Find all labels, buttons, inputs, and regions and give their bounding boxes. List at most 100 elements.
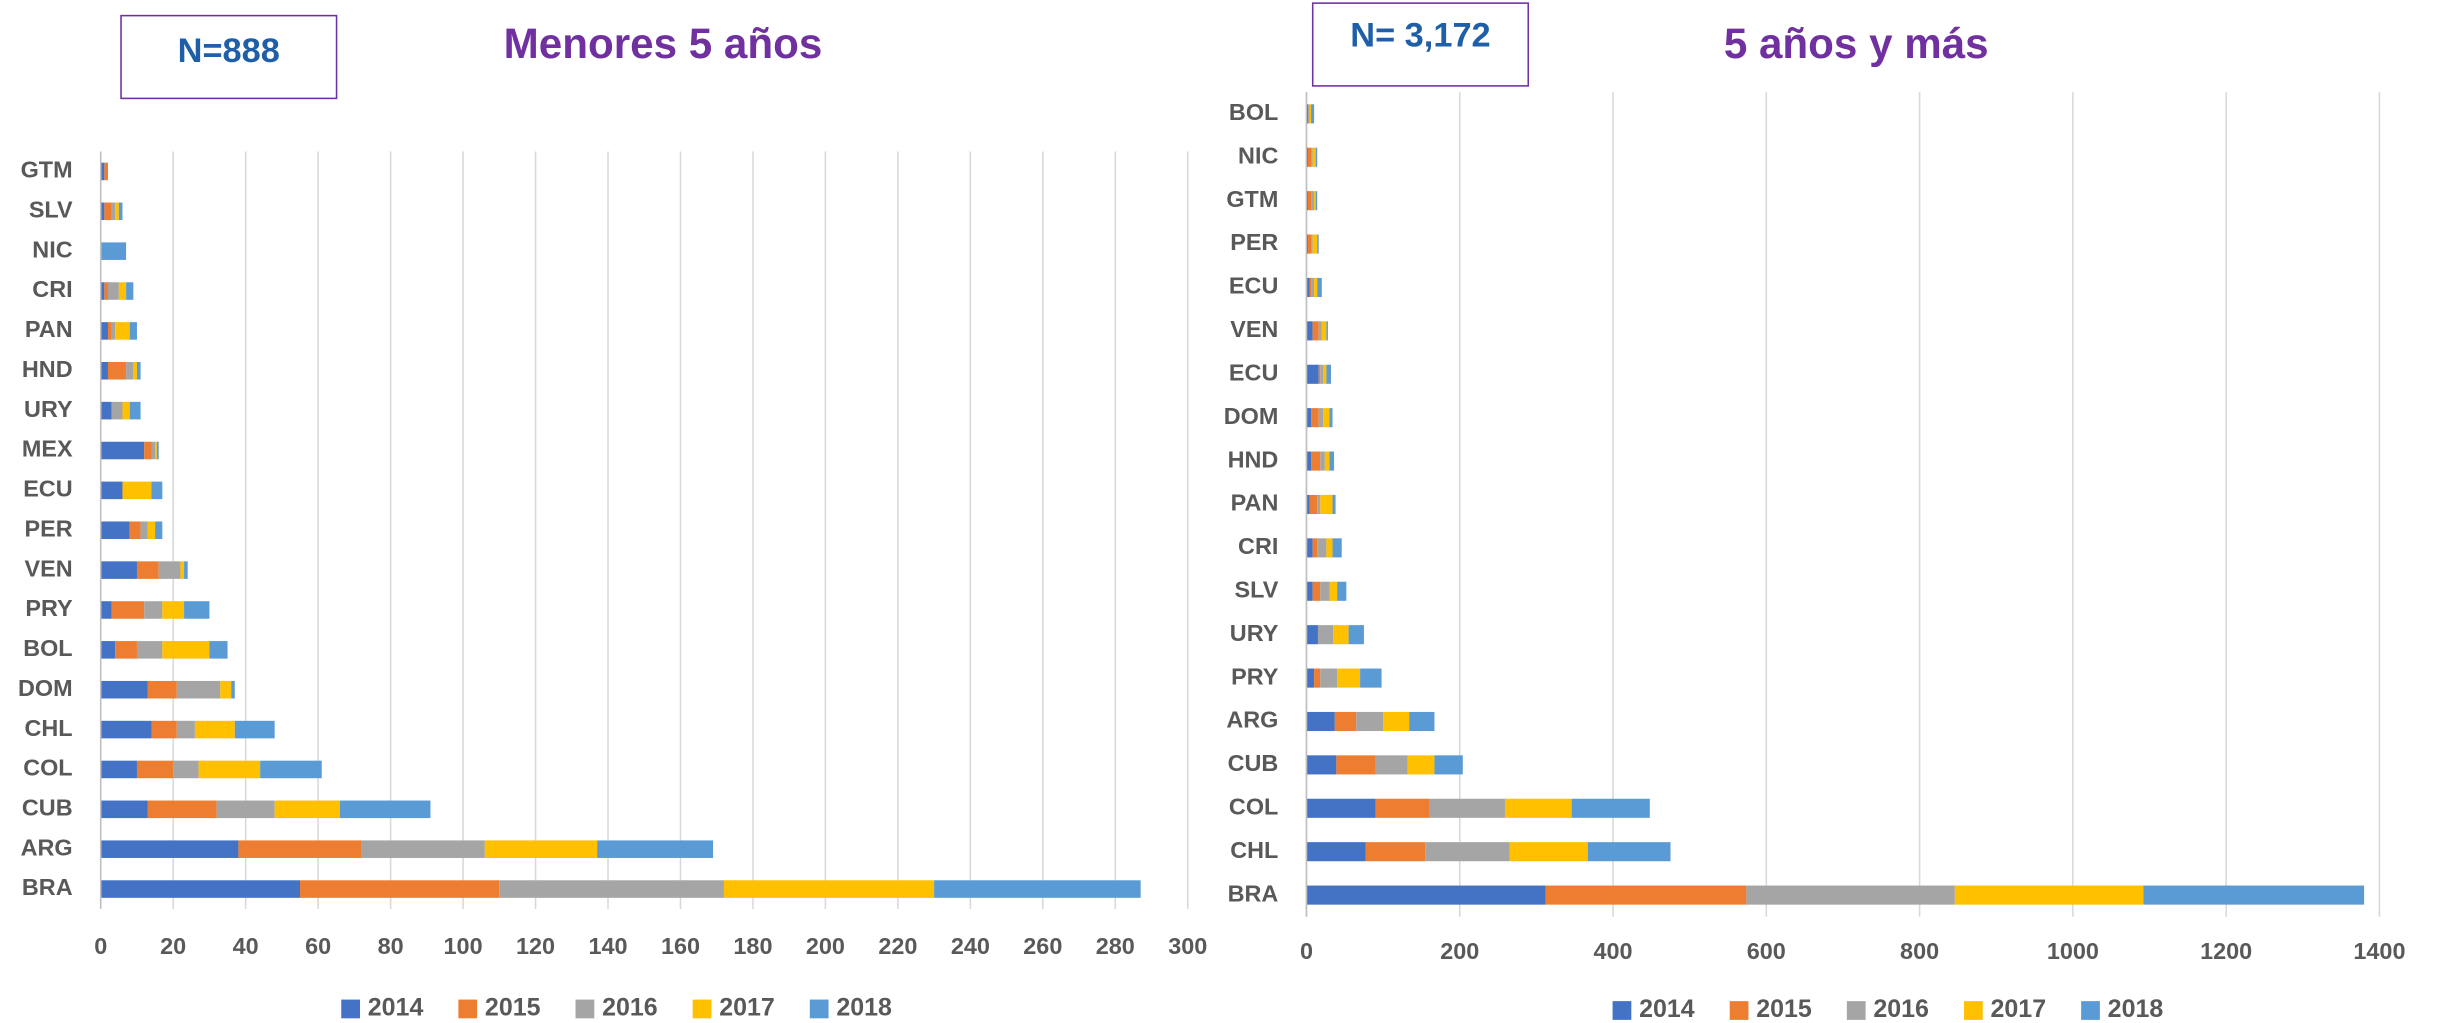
x-tick-label: 200 bbox=[806, 933, 845, 959]
bar-segment bbox=[100, 880, 301, 898]
y-tick-label: CRI bbox=[32, 276, 72, 302]
bar-segment bbox=[151, 481, 163, 500]
annotation-box bbox=[120, 14, 338, 100]
bar-segment bbox=[100, 322, 108, 340]
bar-segment bbox=[597, 840, 714, 858]
bar-segment bbox=[1587, 842, 1671, 862]
legend-label: 2015 bbox=[1756, 995, 1812, 1023]
bar-segment bbox=[1318, 321, 1322, 341]
bar-segment bbox=[198, 760, 261, 779]
bar-segment bbox=[339, 800, 431, 819]
bar-segment bbox=[1332, 494, 1336, 515]
bar-segment bbox=[1504, 798, 1572, 818]
x-tick-label: 120 bbox=[516, 933, 555, 959]
bar-segment bbox=[147, 521, 156, 540]
bar-segment bbox=[1306, 277, 1310, 298]
bar-segment bbox=[723, 880, 935, 898]
bar-segment bbox=[155, 521, 163, 540]
y-tick-label: HND bbox=[22, 356, 73, 382]
bar-segment bbox=[216, 800, 275, 819]
y-tick-label: PRY bbox=[1231, 663, 1279, 689]
y-tick-label: COL bbox=[1229, 793, 1278, 819]
bar-segment bbox=[1323, 364, 1327, 384]
bar-segment bbox=[1326, 364, 1331, 384]
bar-segment bbox=[100, 162, 105, 181]
bar-segment bbox=[1317, 277, 1322, 298]
bar-segment bbox=[1307, 104, 1310, 124]
bar-segment bbox=[100, 840, 239, 858]
bar-segment bbox=[136, 561, 159, 579]
legend-label: 2015 bbox=[485, 994, 541, 1022]
y-tick-label: MEX bbox=[22, 436, 73, 462]
bar-segment bbox=[1317, 234, 1319, 254]
bar-segment bbox=[1337, 668, 1361, 688]
y-tick-label: SLV bbox=[29, 196, 73, 222]
x-tick-label: 100 bbox=[444, 933, 483, 959]
bar-segment bbox=[1317, 494, 1321, 515]
bar-segment bbox=[1307, 147, 1312, 167]
y-tick-label: COL bbox=[23, 755, 72, 781]
x-tick-label: 0 bbox=[1300, 938, 1313, 964]
y-tick-label: CUB bbox=[22, 795, 73, 821]
x-tick-label: 300 bbox=[1168, 933, 1207, 959]
y-tick-label: ARG bbox=[21, 834, 73, 860]
bar-segment bbox=[136, 641, 163, 659]
bar-segment bbox=[100, 242, 127, 260]
bar-segment bbox=[1509, 842, 1588, 862]
y-tick-label: ARG bbox=[1226, 707, 1278, 733]
annotation: N= 3,172 bbox=[1350, 17, 1490, 55]
y-tick-label: BOL bbox=[23, 635, 72, 661]
x-tick-label: 40 bbox=[233, 933, 259, 959]
bar-segment bbox=[1545, 885, 1747, 905]
bar-segment bbox=[147, 800, 217, 819]
bar-segment bbox=[107, 282, 119, 300]
bar-segment bbox=[1306, 755, 1337, 775]
bar-segment bbox=[115, 202, 119, 221]
bar-segment bbox=[1306, 408, 1312, 428]
bar-segment bbox=[1311, 234, 1313, 254]
bar-segment bbox=[194, 720, 235, 739]
x-tick-label: 220 bbox=[878, 933, 917, 959]
bar-segment bbox=[147, 680, 177, 699]
bar-segment bbox=[1312, 321, 1319, 341]
bar-segment bbox=[1311, 451, 1321, 471]
y-tick-label: VEN bbox=[24, 555, 72, 581]
bar-segment bbox=[1329, 408, 1333, 428]
bar-segment bbox=[1309, 494, 1318, 515]
bar-segment bbox=[1311, 191, 1315, 211]
bar-segment bbox=[100, 680, 148, 699]
bar-segment bbox=[122, 481, 152, 500]
x-tick-label: 80 bbox=[378, 933, 404, 959]
bar-segment bbox=[122, 401, 130, 420]
bar-segment bbox=[111, 601, 145, 619]
legend-swatch bbox=[809, 999, 829, 1019]
bar-segment bbox=[100, 720, 152, 739]
bar-segment bbox=[1329, 451, 1335, 471]
bar-segment bbox=[1434, 755, 1463, 775]
x-tick-label: 400 bbox=[1593, 938, 1632, 964]
y-tick-label: DOM bbox=[1224, 403, 1279, 429]
bar-segment bbox=[1306, 711, 1335, 732]
bar-segment bbox=[100, 361, 108, 380]
x-tick-label: 180 bbox=[733, 933, 772, 959]
bar-segment bbox=[1375, 798, 1430, 818]
bar-segment bbox=[1311, 104, 1315, 124]
bar-segment bbox=[300, 880, 500, 898]
y-tick-label: PAN bbox=[1231, 490, 1279, 516]
bar-segment bbox=[129, 521, 141, 540]
x-tick-label: 160 bbox=[661, 933, 700, 959]
bar-segment bbox=[1337, 581, 1347, 601]
y-tick-label: ECU bbox=[23, 476, 72, 502]
legend-swatch bbox=[692, 999, 712, 1019]
y-tick-label: BRA bbox=[22, 874, 73, 900]
bar-segment bbox=[1312, 234, 1318, 254]
bar-segment bbox=[1315, 191, 1318, 211]
bar-segment bbox=[1356, 711, 1384, 732]
bar-segment bbox=[115, 641, 137, 659]
y-tick-label: CHL bbox=[1230, 837, 1278, 863]
bar-segment bbox=[209, 641, 228, 659]
bar-segment bbox=[1317, 625, 1334, 645]
bar-segment bbox=[1306, 668, 1315, 688]
legend-label: 2016 bbox=[602, 994, 658, 1022]
